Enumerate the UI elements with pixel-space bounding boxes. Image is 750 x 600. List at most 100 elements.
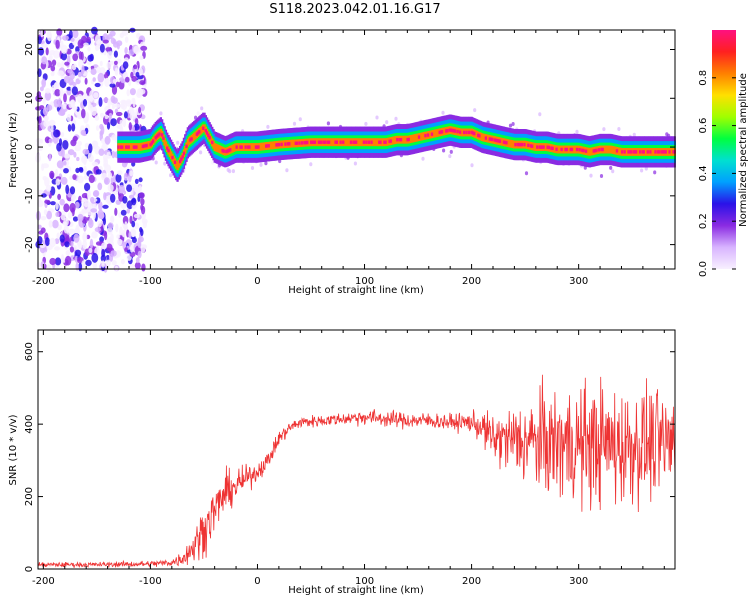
spectral-halo — [611, 169, 615, 174]
noise-speckle — [103, 157, 109, 167]
noise-speckle — [66, 113, 72, 122]
noise-speckle — [63, 225, 69, 234]
ridge-cell — [608, 145, 611, 154]
ridge-cell — [202, 126, 205, 130]
ridge-cell — [500, 137, 503, 146]
ridge-cell — [618, 147, 621, 156]
ridge-cell — [324, 140, 327, 144]
spectral-halo — [599, 174, 604, 178]
spectral-halo — [154, 160, 158, 165]
ridge-cell — [417, 135, 421, 139]
ridge-cell — [414, 134, 417, 142]
ridge-cell — [493, 138, 496, 142]
ridge-cell — [581, 148, 584, 152]
ridge-cell — [554, 145, 557, 153]
noise-speckle — [139, 80, 146, 86]
ridge-cell — [536, 145, 539, 149]
ridge-cell — [257, 145, 260, 149]
spectral-halo — [200, 106, 204, 111]
y-tick-label: 20 — [24, 43, 35, 56]
noise-speckle — [134, 118, 139, 126]
noise-speckle — [107, 98, 111, 109]
ridge-cell — [279, 140, 282, 149]
ridge-cell — [502, 140, 505, 144]
noise-speckle — [84, 77, 88, 85]
ridge-cell — [645, 148, 648, 156]
ridge-cell — [249, 143, 252, 151]
ridge-cell — [487, 134, 490, 143]
noise-speckle — [83, 175, 89, 180]
noise-speckle — [116, 58, 122, 64]
ridge-cell — [421, 132, 425, 141]
ridge-cell — [592, 149, 595, 153]
noise-speckle — [130, 71, 134, 79]
ridge-cell — [540, 145, 543, 149]
ridge-cell — [358, 138, 362, 147]
noise-speckle — [67, 211, 73, 219]
noise-speckle — [40, 261, 45, 269]
noise-speckle — [48, 50, 56, 55]
noise-speckle — [128, 194, 135, 199]
x-tick-label: 0 — [254, 576, 260, 587]
noise-speckle — [44, 91, 52, 101]
noise-speckle — [129, 263, 136, 269]
noise-speckle — [133, 213, 140, 219]
ridge-cell — [411, 134, 414, 143]
noise-speckle — [77, 241, 83, 250]
noise-speckle — [48, 138, 53, 144]
ridge-cell — [654, 150, 657, 154]
noise-speckle — [41, 78, 46, 88]
spectral-halo — [470, 163, 474, 168]
noise-speckle — [92, 261, 98, 270]
ridge-cell — [450, 128, 453, 132]
heatmap-layer — [35, 26, 676, 273]
ridge-cell — [274, 141, 277, 149]
noise-speckle — [128, 122, 132, 131]
noise-speckle — [65, 184, 70, 195]
spectral-halo — [385, 120, 389, 125]
ridge-cell — [265, 144, 268, 148]
noise-speckle — [128, 49, 135, 56]
ridge-cell — [665, 148, 669, 156]
noise-speckle — [120, 99, 127, 105]
ridge-cell — [250, 143, 254, 151]
ridge-cell — [489, 137, 493, 141]
noise-speckle — [87, 104, 93, 111]
ridge-cell — [284, 142, 287, 146]
ridge-cell — [308, 138, 311, 147]
y-tick-label: 400 — [24, 415, 35, 434]
noise-speckle — [83, 42, 89, 47]
ridge-cell — [606, 145, 610, 154]
ridge-cell — [577, 145, 580, 154]
noise-speckle — [54, 257, 62, 266]
ridge-cell — [605, 145, 608, 154]
ridge-cell — [276, 143, 279, 147]
noise-speckle — [69, 202, 76, 213]
spectral-halo — [524, 171, 529, 176]
ridge-cell — [248, 145, 251, 149]
ridge-cell — [352, 140, 355, 144]
noise-speckle — [135, 257, 140, 264]
ridge-cell — [550, 146, 553, 150]
ridge-cell — [325, 138, 328, 147]
noise-speckle — [60, 210, 66, 221]
ridge-cell — [664, 150, 667, 154]
noise-speckle — [124, 36, 129, 43]
ridge-cell — [204, 129, 207, 133]
noise-speckle — [137, 239, 142, 249]
ridge-cell — [349, 140, 353, 144]
noise-speckle — [83, 202, 89, 208]
ridge-cell — [642, 150, 645, 154]
ridge-cell — [356, 138, 359, 147]
noise-speckle — [78, 51, 83, 60]
ridge-cell — [452, 129, 455, 133]
noise-speckle — [70, 196, 75, 202]
noise-speckle — [45, 88, 51, 94]
ridge-cell — [533, 142, 536, 151]
noise-speckle — [110, 215, 115, 224]
ridge-cell — [451, 128, 454, 133]
noise-speckle — [65, 250, 71, 256]
noise-speckle — [54, 246, 61, 251]
ridge-cell — [396, 138, 399, 142]
ridge-cell — [501, 138, 504, 146]
